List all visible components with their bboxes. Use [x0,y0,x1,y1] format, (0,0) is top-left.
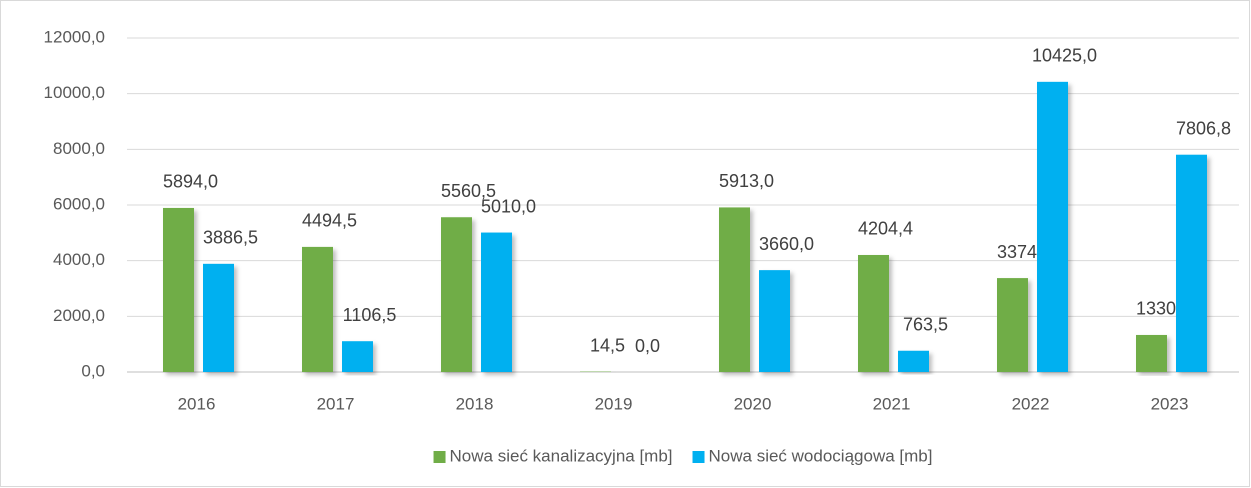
x-tick-label: 2020 [734,394,772,413]
x-tick-label: 2019 [595,394,633,413]
bar [1176,154,1207,372]
bar [898,350,929,372]
y-tick-label: 4000,0 [53,250,105,269]
x-tick-label: 2018 [456,394,494,413]
y-tick-label: 6000,0 [53,194,105,213]
x-tick-label: 2017 [317,394,355,413]
bar [997,278,1028,372]
data-label: 5894,0 [163,172,218,192]
bar [759,270,790,372]
data-label: 14,5 [590,335,625,355]
x-tick-label: 2022 [1012,394,1050,413]
bar [719,207,750,372]
data-label: 763,5 [903,314,948,334]
bar [163,207,194,372]
y-tick-label: 10000,0 [44,83,105,102]
data-label: 5913,0 [719,171,774,191]
bar [441,217,472,372]
legend-label: Nowa sieć wodociągowa [mb] [709,446,933,465]
data-label: 10425,0 [1032,46,1097,66]
legend-swatch [433,451,446,463]
data-label: 4494,5 [302,211,357,231]
bar [1136,334,1167,372]
data-label: 3886,5 [203,228,258,248]
bar [1037,81,1068,373]
bar [481,232,512,372]
data-label: 0,0 [635,336,660,356]
y-tick-label: 2000,0 [53,306,105,325]
bar [203,263,234,372]
x-tick-label: 2021 [873,394,911,413]
bar [302,246,333,372]
data-label: 1106,5 [343,305,397,325]
y-tick-label: 8000,0 [53,139,105,158]
bar [858,254,889,372]
data-label: 7806,8 [1176,118,1231,138]
legend-swatch [692,451,705,463]
x-tick-label: 2016 [178,394,216,413]
x-tick-label: 2023 [1151,394,1189,413]
legend-label: Nowa sieć kanalizacyjna [mb] [450,446,673,465]
y-tick-label: 12000,0 [44,27,105,46]
bar [342,341,373,372]
data-label: 3660,0 [759,234,814,254]
data-label: 5010,0 [481,196,536,216]
data-label: 4204,4 [858,219,913,239]
data-label: 5560,5 [441,181,496,201]
y-tick-label: 0,0 [81,361,105,380]
